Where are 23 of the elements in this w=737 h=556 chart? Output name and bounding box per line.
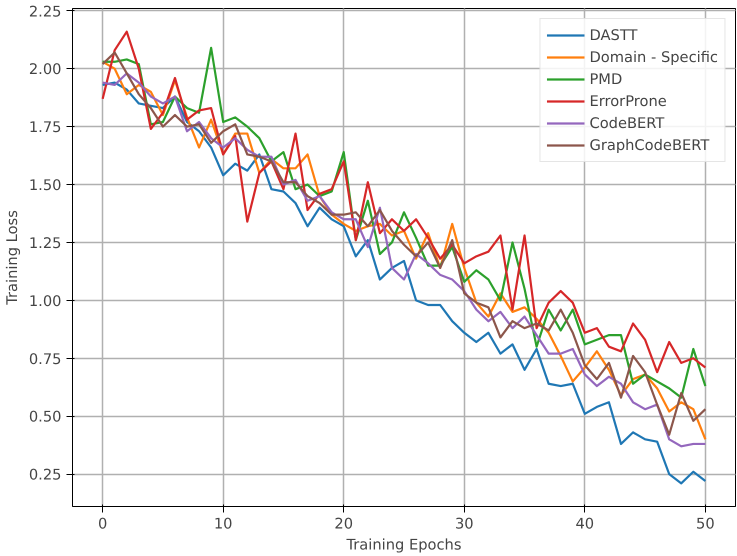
legend-label: PMD (589, 70, 622, 88)
x-tick-label: 30 (454, 516, 474, 532)
legend-label: Domain - Specific (589, 48, 718, 66)
x-tick-label: 0 (98, 516, 108, 532)
y-tick-label: 1.75 (28, 119, 62, 136)
x-axis-title: Training Epochs (346, 536, 462, 554)
legend-label: CodeBERT (589, 114, 664, 132)
x-tick-label: 10 (214, 516, 233, 532)
x-tick-label: 40 (575, 516, 594, 532)
y-tick-label: 2.00 (28, 61, 62, 78)
y-tick-label: 0.25 (28, 466, 62, 484)
y-tick-label: 1.00 (28, 292, 62, 310)
legend-label: DASTT (589, 26, 638, 44)
y-tick-label: 1.50 (28, 177, 62, 194)
legend-label: ErrorProne (589, 92, 667, 110)
y-tick-label: 0.75 (28, 350, 62, 368)
legend-label: GraphCodeBERT (589, 136, 710, 154)
x-tick-label: 50 (696, 516, 715, 532)
y-tick-label: 1.25 (28, 234, 62, 252)
y-tick-label: 0.50 (28, 408, 62, 426)
y-axis-title: Training Loss (4, 210, 21, 306)
y-tick-label: 2.25 (28, 3, 62, 20)
x-tick-label: 20 (334, 516, 354, 532)
